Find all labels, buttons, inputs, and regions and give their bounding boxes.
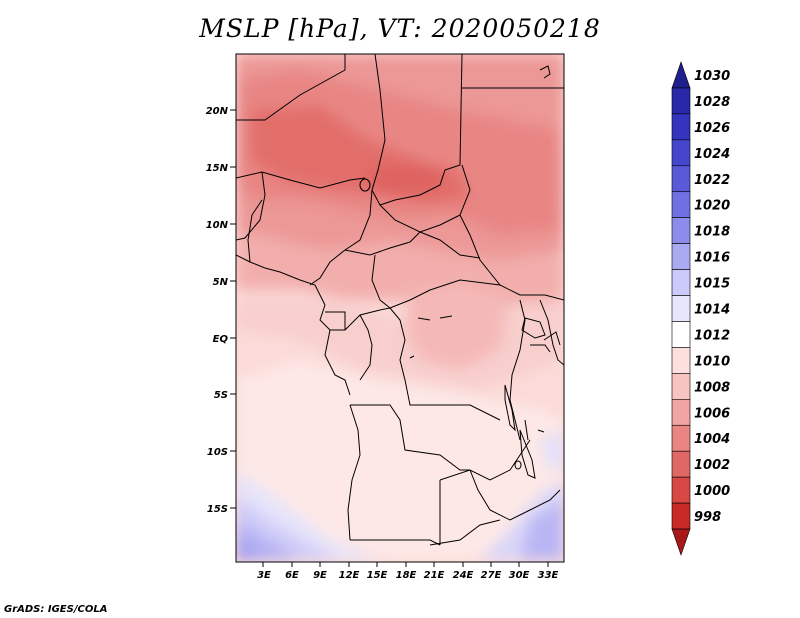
lat-label: 15N bbox=[206, 163, 229, 174]
colorbar-swatch bbox=[671, 217, 691, 244]
lon-label: 30E bbox=[509, 570, 530, 581]
lat-label: 5S bbox=[214, 390, 228, 401]
colorbar-label: 1022 bbox=[694, 173, 730, 188]
colorbar-swatch bbox=[671, 502, 691, 530]
colorbar-swatch bbox=[671, 87, 691, 115]
lat-label: 15S bbox=[207, 504, 228, 515]
colorbar-swatch bbox=[671, 424, 691, 452]
colorbar-swatch bbox=[671, 450, 691, 478]
colorbar-swatch bbox=[671, 373, 691, 400]
colorbar-label: 1018 bbox=[694, 225, 730, 240]
lon-label: 24E bbox=[453, 570, 474, 581]
lat-label: 20N bbox=[206, 106, 229, 117]
lon-label: 18E bbox=[396, 570, 417, 581]
colorbar-label: 1026 bbox=[694, 121, 730, 136]
credit-label: GrADS: IGES/COLA bbox=[4, 604, 108, 615]
colorbar-label: 1008 bbox=[694, 380, 730, 395]
colorbar-label: 1006 bbox=[694, 406, 730, 421]
colorbar-label: 998 bbox=[694, 510, 721, 525]
colorbar-swatch bbox=[671, 399, 691, 426]
colorbar-label: 1030 bbox=[694, 69, 730, 84]
colorbar-swatch bbox=[671, 243, 691, 270]
colorbar-label: 1020 bbox=[694, 199, 730, 214]
colorbar-swatch bbox=[671, 347, 691, 374]
lakes bbox=[359, 65, 561, 479]
pressure-field bbox=[236, 54, 564, 562]
colorbar-label: 1012 bbox=[694, 328, 730, 343]
colorbar-label: 1016 bbox=[694, 251, 730, 266]
country-borders bbox=[236, 54, 564, 546]
colorbar-swatch bbox=[671, 269, 691, 296]
colorbar-swatch bbox=[671, 139, 691, 167]
colorbar-swatch bbox=[671, 165, 691, 193]
colorbar-label: 1002 bbox=[694, 458, 730, 473]
lon-label: 27E bbox=[481, 570, 502, 581]
lon-label: 15E bbox=[367, 570, 388, 581]
colorbar-swatch bbox=[671, 321, 691, 348]
colorbar-label: 1000 bbox=[694, 484, 730, 499]
lon-label: 3E bbox=[257, 570, 271, 581]
colorbar-label: 1004 bbox=[694, 432, 730, 447]
colorbar-swatch bbox=[671, 191, 691, 218]
colorbar-label: 1014 bbox=[694, 303, 730, 318]
colorbar-label: 1024 bbox=[694, 147, 730, 162]
map-frame bbox=[235, 53, 565, 563]
lon-label: 33E bbox=[538, 570, 559, 581]
colorbar-label: 1028 bbox=[694, 95, 730, 110]
colorbar: 1030 1028 1026 1024 1022 1020 1018 1016 1015 1014… bbox=[671, 61, 730, 556]
colorbar-swatch bbox=[671, 113, 691, 141]
map-title: MSLP [hPa], VT: 2020050218 bbox=[199, 14, 601, 43]
lat-label: EQ bbox=[213, 334, 229, 345]
lat-label: 10S bbox=[207, 447, 228, 458]
colorbar-label: 1015 bbox=[694, 277, 730, 292]
colorbar-swatch bbox=[671, 295, 691, 322]
lon-label: 6E bbox=[285, 570, 299, 581]
colorbar-swatch bbox=[671, 476, 691, 504]
colorbar-swatch bbox=[671, 61, 691, 89]
lat-label: 5N bbox=[213, 277, 229, 288]
lon-label: 21E bbox=[424, 570, 445, 581]
longitude-labels: 3E 6E 9E 12E 15E 18E 21E 24E 27E 30E 33E bbox=[257, 562, 559, 581]
lon-label: 9E bbox=[313, 570, 327, 581]
lon-label: 12E bbox=[339, 570, 360, 581]
lat-label: 10N bbox=[206, 220, 229, 231]
colorbar-swatch bbox=[671, 528, 691, 556]
colorbar-label: 1010 bbox=[694, 354, 730, 369]
latitude-labels: 20N 15N 10N 5N EQ 5S 10S 15S bbox=[206, 106, 236, 515]
